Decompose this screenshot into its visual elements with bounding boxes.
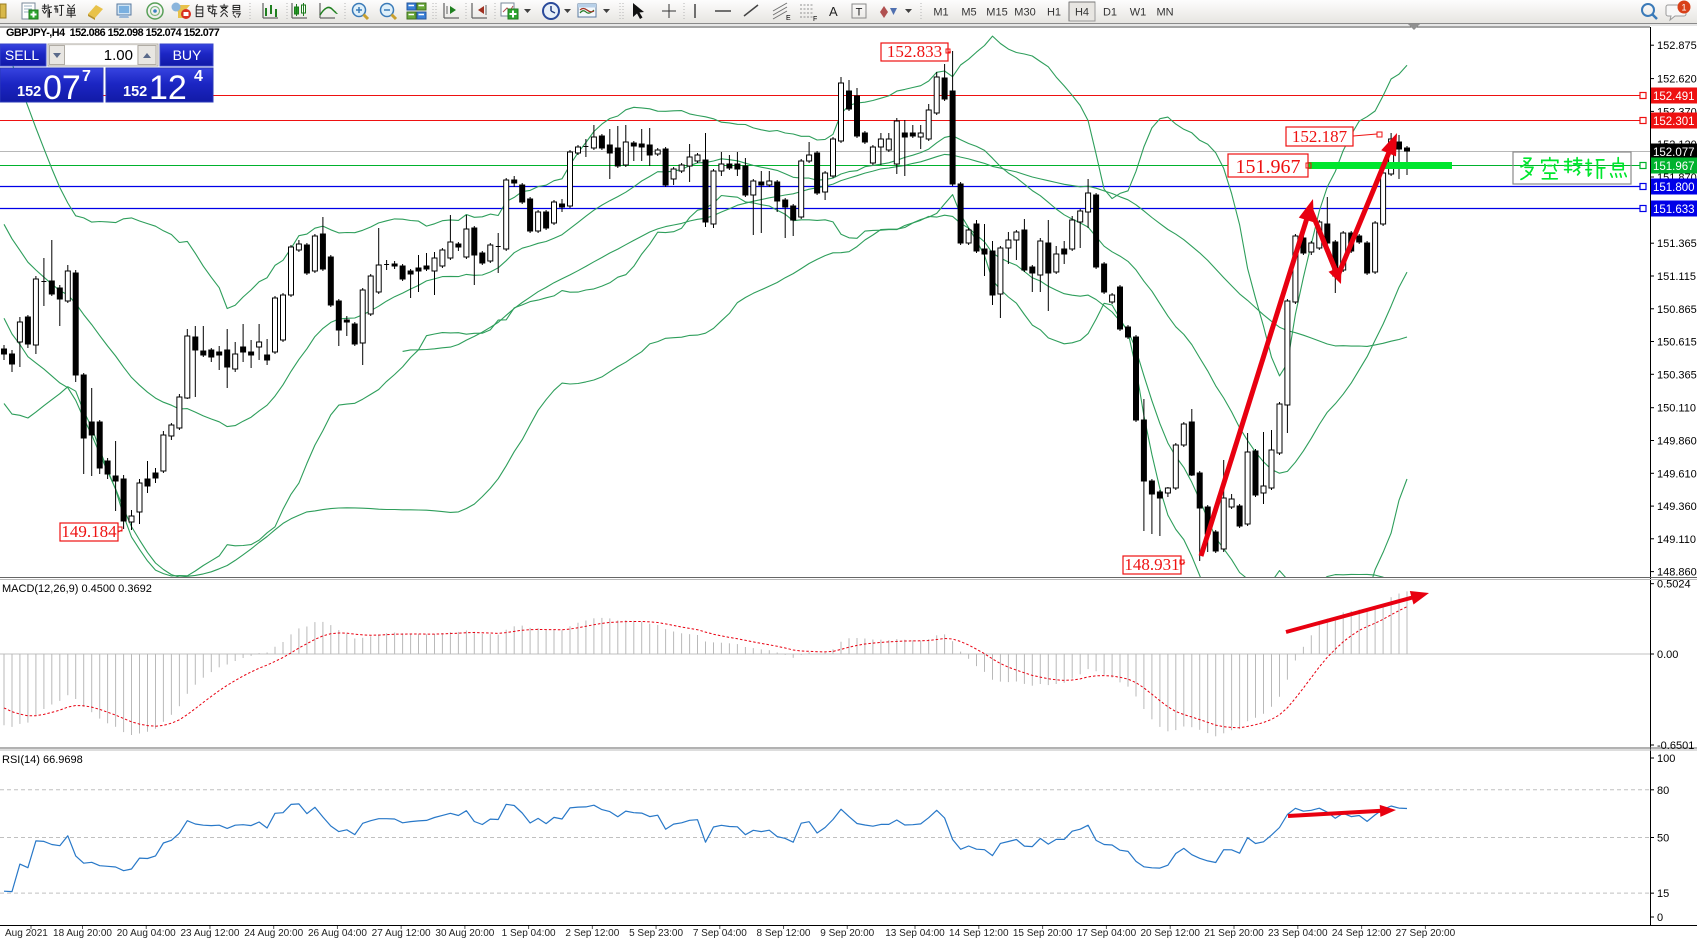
svg-text:12: 12 xyxy=(149,69,187,107)
svg-text:H4: H4 xyxy=(1075,7,1089,19)
svg-text:152.077: 152.077 xyxy=(1653,147,1695,159)
svg-text:2 Sep 12:00: 2 Sep 12:00 xyxy=(565,928,619,939)
svg-text:14 Sep 12:00: 14 Sep 12:00 xyxy=(949,928,1009,939)
svg-text:151.115: 151.115 xyxy=(1657,271,1696,283)
svg-text:0.00: 0.00 xyxy=(1657,649,1678,661)
svg-text:100: 100 xyxy=(1657,753,1675,765)
svg-text:D1: D1 xyxy=(1103,7,1117,19)
svg-text:Aug 2021: Aug 2021 xyxy=(5,928,48,939)
svg-text:21 Sep 20:00: 21 Sep 20:00 xyxy=(1204,928,1264,939)
svg-text:30 Aug 20:00: 30 Aug 20:00 xyxy=(435,928,494,939)
svg-text:-0.6501: -0.6501 xyxy=(1657,740,1694,752)
svg-text:24 Aug 20:00: 24 Aug 20:00 xyxy=(244,928,303,939)
svg-text:152.620: 152.620 xyxy=(1657,74,1697,86)
svg-text:152.833: 152.833 xyxy=(887,42,942,61)
svg-text:149.110: 149.110 xyxy=(1657,534,1696,546)
svg-text:150.865: 150.865 xyxy=(1657,304,1697,316)
svg-text:M5: M5 xyxy=(961,7,976,19)
svg-text:M1: M1 xyxy=(933,7,948,19)
svg-text:7 Sep 04:00: 7 Sep 04:00 xyxy=(693,928,747,939)
svg-text:15 Sep 20:00: 15 Sep 20:00 xyxy=(1013,928,1073,939)
svg-text:8 Sep 12:00: 8 Sep 12:00 xyxy=(757,928,811,939)
svg-text:149.610: 149.610 xyxy=(1657,468,1697,480)
svg-text:27 Aug 12:00: 27 Aug 12:00 xyxy=(372,928,431,939)
svg-text:0.5024: 0.5024 xyxy=(1657,579,1691,591)
svg-text:151.967: 151.967 xyxy=(1236,156,1301,178)
svg-text:151.365: 151.365 xyxy=(1657,238,1697,250)
svg-text:1: 1 xyxy=(1681,3,1686,13)
svg-text:BUY: BUY xyxy=(173,47,202,63)
svg-text:SELL: SELL xyxy=(5,47,39,63)
svg-text:23 Sep 04:00: 23 Sep 04:00 xyxy=(1268,928,1328,939)
svg-text:24 Sep 12:00: 24 Sep 12:00 xyxy=(1332,928,1392,939)
svg-text:7: 7 xyxy=(82,68,91,85)
svg-text:27 Sep 20:00: 27 Sep 20:00 xyxy=(1396,928,1456,939)
svg-text:150.110: 150.110 xyxy=(1657,403,1696,415)
svg-text:150.615: 150.615 xyxy=(1657,337,1697,349)
svg-text:15: 15 xyxy=(1657,888,1669,900)
svg-text:9 Sep 20:00: 9 Sep 20:00 xyxy=(820,928,874,939)
svg-text:T: T xyxy=(856,7,863,19)
svg-text:M30: M30 xyxy=(1014,7,1035,19)
svg-text:152.301: 152.301 xyxy=(1653,116,1695,128)
svg-text:148.860: 148.860 xyxy=(1657,567,1697,579)
svg-text:20 Aug 04:00: 20 Aug 04:00 xyxy=(117,928,176,939)
svg-text:F: F xyxy=(813,16,817,23)
svg-text:5 Sep 23:00: 5 Sep 23:00 xyxy=(629,928,683,939)
svg-text:149.860: 149.860 xyxy=(1657,436,1697,448)
svg-text:E: E xyxy=(786,15,791,22)
svg-text:13 Sep 04:00: 13 Sep 04:00 xyxy=(885,928,945,939)
svg-text:148.931: 148.931 xyxy=(1124,555,1179,574)
svg-text:152.491: 152.491 xyxy=(1653,91,1695,103)
svg-text:150.365: 150.365 xyxy=(1657,369,1697,381)
svg-text:GBPJPY-,H4 152.086 152.098 15: GBPJPY-,H4 152.086 152.098 152.074 152.0… xyxy=(6,27,220,39)
svg-text:07: 07 xyxy=(43,69,81,107)
svg-text:149.360: 149.360 xyxy=(1657,501,1697,513)
svg-text:20 Sep 12:00: 20 Sep 12:00 xyxy=(1140,928,1200,939)
svg-text:26 Aug 04:00: 26 Aug 04:00 xyxy=(308,928,367,939)
svg-text:1.00: 1.00 xyxy=(104,47,133,64)
svg-text:152.187: 152.187 xyxy=(1292,127,1348,146)
svg-text:MN: MN xyxy=(1156,7,1173,19)
svg-text:0: 0 xyxy=(1657,912,1663,924)
svg-text:152.875: 152.875 xyxy=(1657,40,1697,52)
svg-text:152: 152 xyxy=(17,84,41,100)
svg-text:149.184: 149.184 xyxy=(61,522,117,541)
svg-text:151.800: 151.800 xyxy=(1653,182,1695,194)
svg-text:RSI(14) 66.9698: RSI(14) 66.9698 xyxy=(2,754,83,766)
svg-text:MACD(12,26,9) 0.4500 0.3692: MACD(12,26,9) 0.4500 0.3692 xyxy=(2,583,152,595)
svg-text:1 Sep 04:00: 1 Sep 04:00 xyxy=(502,928,556,939)
svg-text:W1: W1 xyxy=(1130,7,1147,19)
svg-text:152: 152 xyxy=(123,84,147,100)
svg-text:H1: H1 xyxy=(1047,7,1061,19)
svg-text:A: A xyxy=(829,4,838,19)
svg-text:50: 50 xyxy=(1657,833,1669,845)
svg-text:151.967: 151.967 xyxy=(1653,161,1695,173)
svg-text:18 Aug 20:00: 18 Aug 20:00 xyxy=(53,928,112,939)
svg-text:17 Sep 04:00: 17 Sep 04:00 xyxy=(1077,928,1137,939)
svg-text:151.633: 151.633 xyxy=(1653,204,1695,216)
svg-text:80: 80 xyxy=(1657,785,1669,797)
svg-text:23 Aug 12:00: 23 Aug 12:00 xyxy=(180,928,239,939)
svg-text:M15: M15 xyxy=(986,7,1007,19)
svg-text:4: 4 xyxy=(194,68,203,85)
